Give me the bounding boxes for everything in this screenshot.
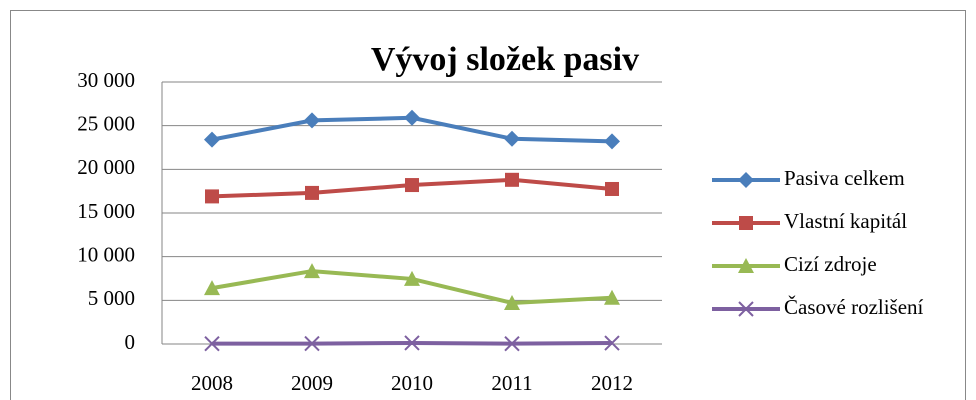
chart-border xyxy=(10,10,966,400)
legend-marker xyxy=(738,258,754,273)
legend-label: Cizí zdroje xyxy=(784,252,877,276)
x-tick-label: 2009 xyxy=(291,371,333,395)
y-tick-label: 20 000 xyxy=(77,155,135,179)
point xyxy=(304,112,320,129)
point xyxy=(204,335,220,352)
point xyxy=(204,131,220,148)
y-tick-label: 25 000 xyxy=(77,111,135,135)
legend-marker xyxy=(738,172,754,188)
point xyxy=(404,335,420,351)
x-tick-label: 2010 xyxy=(391,371,433,395)
point xyxy=(504,130,520,147)
y-tick-label: 10 000 xyxy=(77,242,135,266)
point xyxy=(604,289,620,305)
point xyxy=(204,280,220,296)
y-tick-label: 0 xyxy=(125,330,136,354)
point xyxy=(404,270,420,286)
point xyxy=(304,335,320,352)
point xyxy=(205,189,219,204)
legend-label: Vlastní kapitál xyxy=(784,209,907,233)
y-tick-label: 5 000 xyxy=(88,286,135,310)
chart-title: Vývoj složek pasiv xyxy=(371,41,639,78)
legend-label: Pasiva celkem xyxy=(784,166,905,190)
point xyxy=(605,181,619,196)
legend-label: Časové rozlišení xyxy=(784,295,924,319)
point xyxy=(504,294,520,310)
y-tick-label: 30 000 xyxy=(77,68,135,92)
point xyxy=(604,335,620,351)
point xyxy=(304,263,320,279)
y-tick-label: 15 000 xyxy=(77,199,135,223)
point xyxy=(604,133,620,150)
x-tick-label: 2008 xyxy=(191,371,233,395)
point xyxy=(404,109,420,126)
legend-marker xyxy=(738,301,754,317)
x-tick-label: 2012 xyxy=(591,371,633,395)
x-tick-label: 2011 xyxy=(491,371,532,395)
legend-marker xyxy=(739,216,753,230)
point xyxy=(504,335,520,352)
point xyxy=(305,185,319,200)
point xyxy=(505,172,519,187)
point xyxy=(405,178,419,193)
